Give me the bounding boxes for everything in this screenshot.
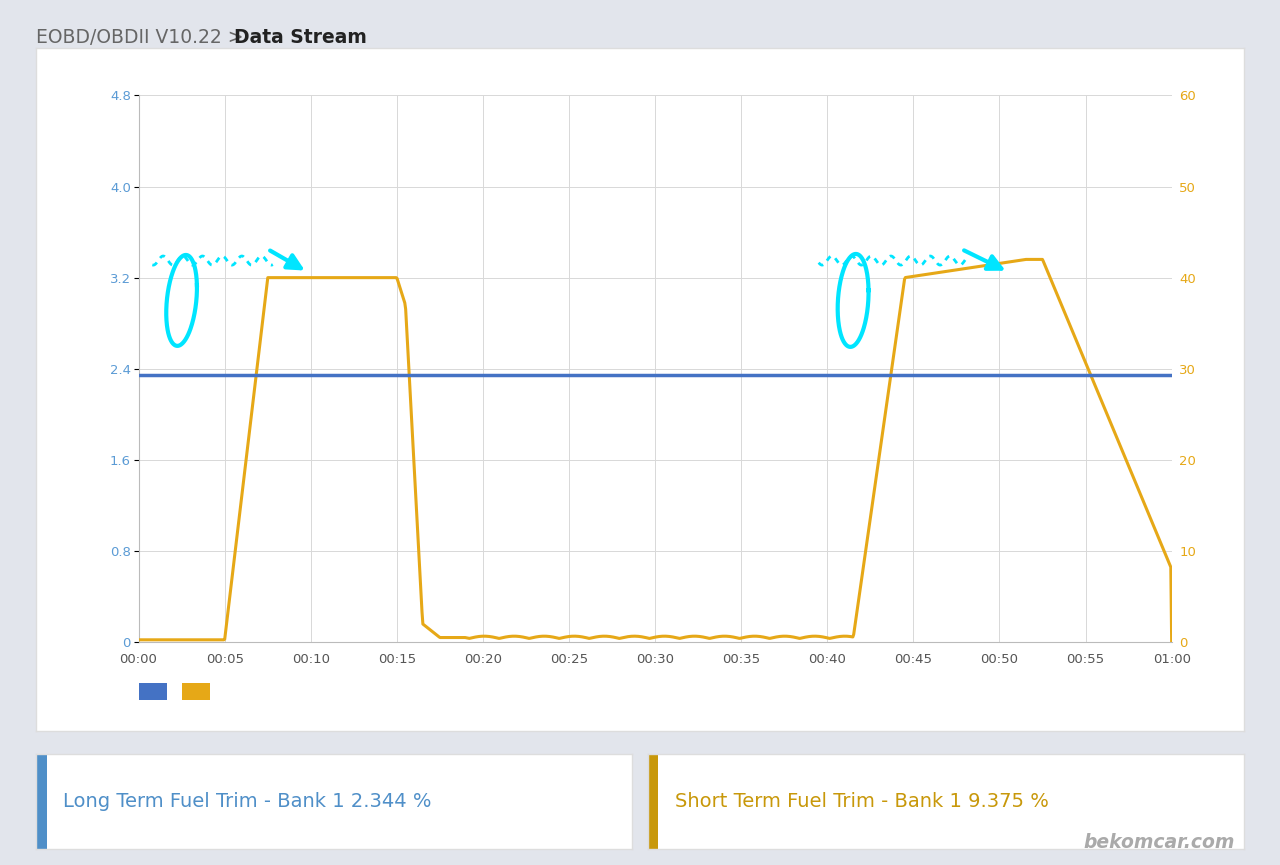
Bar [648,754,658,849]
Text: bekomcar.com: bekomcar.com [1084,833,1235,852]
Text: Data Stream: Data Stream [234,28,367,47]
Text: Long Term Fuel Trim - Bank 1 2.344 %: Long Term Fuel Trim - Bank 1 2.344 % [63,792,431,811]
Text: Short Term Fuel Trim - Bank 1 9.375 %: Short Term Fuel Trim - Bank 1 9.375 % [675,792,1048,811]
Text: EOBD/OBDII V10.22 >: EOBD/OBDII V10.22 > [36,28,250,47]
Bar [36,754,46,849]
